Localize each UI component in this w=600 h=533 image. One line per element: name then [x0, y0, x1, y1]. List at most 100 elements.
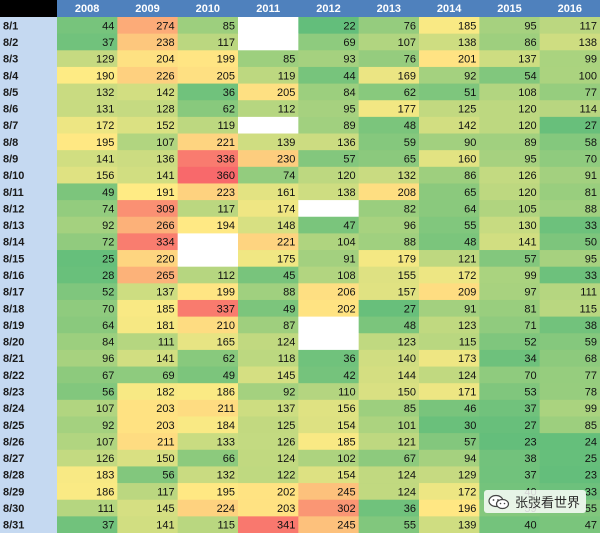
- cell-value: 173: [458, 353, 476, 365]
- heatmap-cell: [238, 266, 299, 284]
- heatmap-cell: [539, 200, 600, 218]
- cell-value: 27: [585, 120, 597, 132]
- cell-value: 139: [277, 137, 295, 149]
- cell-value: 38: [585, 320, 597, 332]
- cell-value: 100: [579, 70, 597, 82]
- row-label: 8/26: [3, 436, 24, 448]
- cell-value: 36: [404, 503, 416, 515]
- cell-value: 77: [585, 87, 597, 99]
- heatmap-cell: [177, 349, 239, 368]
- cell-value: 92: [464, 70, 476, 82]
- cell-value: 183: [96, 470, 114, 482]
- heatmap-cell: [419, 299, 480, 318]
- row-label: 8/18: [3, 303, 24, 315]
- heatmap-cell: [238, 166, 299, 184]
- cell-value: 57: [343, 153, 355, 165]
- cell-value: 85: [283, 54, 295, 66]
- cell-value: 337: [217, 303, 235, 315]
- heatmap-cell: [177, 133, 239, 151]
- cell-value: 48: [464, 237, 476, 249]
- cell-value: 148: [277, 220, 295, 232]
- heatmap-cell: [117, 216, 179, 234]
- heatmap-cell: [479, 116, 541, 135]
- column-header: 2011: [256, 3, 280, 15]
- heatmap-cell: [419, 283, 480, 301]
- cell-value: 141: [518, 237, 536, 249]
- cell-value: 86: [524, 37, 536, 49]
- cell-value: 129: [458, 470, 476, 482]
- heatmap-cell: [419, 133, 480, 151]
- cell-value: 205: [217, 70, 235, 82]
- cell-value: 37: [102, 37, 114, 49]
- cell-value: 137: [156, 287, 174, 299]
- heatmap-cell: [358, 66, 420, 85]
- heatmap-cell: [419, 17, 480, 35]
- heatmap-cell: [298, 216, 360, 234]
- cell-value: 107: [96, 436, 114, 448]
- cell-value: 123: [458, 320, 476, 332]
- heatmap-cell: [298, 183, 360, 201]
- column-header: 2009: [135, 3, 159, 15]
- cell-value: 49: [283, 303, 295, 315]
- heatmap-cell: [358, 33, 420, 51]
- cell-value: 129: [96, 54, 114, 66]
- cell-value: 141: [156, 520, 174, 532]
- heatmap-cell: [177, 466, 239, 484]
- cell-value: 49: [223, 370, 235, 382]
- heatmap-cell: [479, 233, 541, 251]
- cell-value: 123: [398, 337, 416, 349]
- heatmap-cell: [57, 433, 118, 451]
- cell-value: 58: [585, 137, 597, 149]
- cell-value: 37: [102, 520, 114, 532]
- heatmap-cell: [117, 299, 179, 318]
- column-header: 2013: [377, 3, 401, 15]
- watermark-text: 张弢看世界: [514, 496, 580, 511]
- cell-value: 36: [343, 353, 355, 365]
- cell-value: 48: [404, 120, 416, 132]
- cell-value: 52: [102, 287, 114, 299]
- cell-value: 36: [223, 87, 235, 99]
- cell-value: 105: [518, 203, 536, 215]
- cell-value: 172: [458, 486, 476, 498]
- cell-value: 25: [585, 453, 597, 465]
- cell-value: 62: [223, 104, 235, 116]
- heatmap-cell: [57, 133, 118, 151]
- heatmap-cell: [177, 83, 239, 101]
- cell-value: 45: [283, 270, 295, 282]
- cell-value: 172: [96, 120, 114, 132]
- heatmap-cell: [358, 116, 420, 135]
- cell-value: 238: [156, 37, 174, 49]
- row-label: 8/22: [3, 370, 24, 382]
- heatmap-cell: [298, 150, 360, 168]
- cell-value: 78: [585, 387, 597, 399]
- heatmap-cell: [177, 250, 239, 268]
- cell-value: 119: [278, 70, 296, 82]
- heatmap-cell: [479, 150, 541, 168]
- heatmap-cell: [177, 266, 239, 284]
- heatmap-cell: [238, 83, 299, 101]
- cell-value: 77: [585, 370, 597, 382]
- heatmap-cell: [238, 383, 299, 401]
- cell-value: 33: [585, 270, 597, 282]
- heatmap-cell: [479, 183, 541, 201]
- heatmap-cell: [57, 250, 118, 268]
- heatmap-cell: [117, 383, 179, 401]
- cell-value: 64: [102, 320, 114, 332]
- heatmap-cell: [358, 299, 420, 318]
- cell-value: 108: [518, 87, 536, 99]
- heatmap-cell: [419, 183, 480, 201]
- cell-value: 184: [217, 420, 235, 432]
- cell-value: 191: [156, 187, 174, 199]
- heatmap-cell: [238, 449, 299, 467]
- heatmap-cell: [177, 150, 239, 168]
- cell-value: 202: [277, 486, 295, 498]
- heatmap-cell: [358, 100, 420, 118]
- cell-value: 47: [585, 520, 597, 532]
- cell-value: 139: [458, 520, 476, 532]
- heatmap-cell: [57, 83, 118, 101]
- cell-value: 37: [524, 470, 536, 482]
- heatmap-cell: [539, 183, 600, 201]
- heatmap-cell: [57, 483, 118, 501]
- heatmap-cell: [57, 299, 118, 318]
